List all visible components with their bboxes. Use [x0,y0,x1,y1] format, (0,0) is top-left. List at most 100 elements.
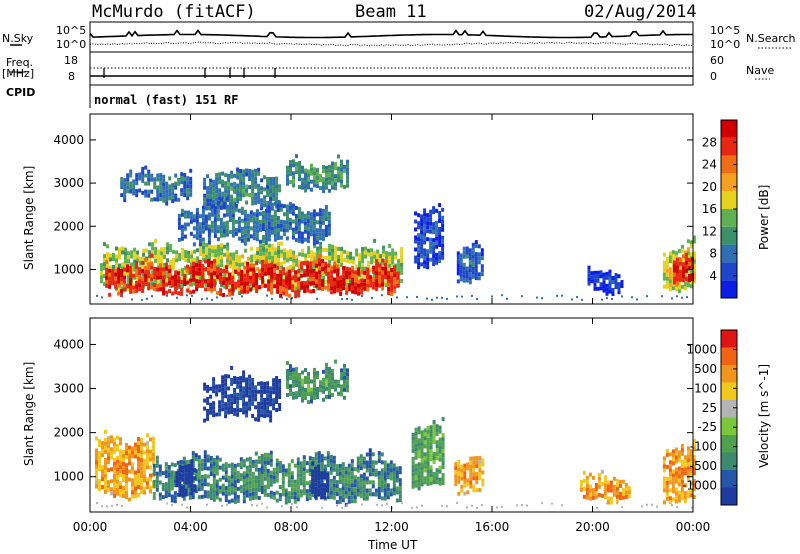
velocity-speckle [446,505,448,508]
power-cell [258,269,262,274]
velocity-cell [460,468,464,473]
velocity-cell [463,463,467,468]
velocity-cell [184,468,188,473]
power-cell [414,211,418,216]
power-cell [216,229,220,234]
power-cell [219,225,223,230]
velocity-cell [326,488,330,493]
power-cell [253,286,257,290]
power-cell [327,223,331,228]
power-cell [181,248,185,252]
power-cell [222,293,226,297]
power-cell [288,225,292,230]
velocity-cell [257,389,261,394]
power-cell [327,219,331,224]
power-cell [273,276,277,281]
velocity-cell [686,458,690,463]
power-cell [279,227,283,232]
velocity-cell [254,467,258,472]
power-cell [267,287,271,292]
power-cell [352,260,356,265]
velocity-cell [326,476,330,481]
velocity-cell [212,405,216,410]
velocity-cell [463,483,467,488]
power-cell [602,276,606,281]
velocity-cell [680,487,684,492]
velocity-cell [209,468,213,472]
velocity-cell [299,473,303,478]
power-cell [674,287,678,292]
power-cell [321,236,325,241]
power-cell [121,286,124,291]
velocity-cell [212,477,216,482]
power-cell [105,279,109,284]
power-cell [201,205,205,210]
power-cell [141,170,145,175]
power-cell [168,192,172,197]
velocity-cell [190,479,194,484]
power-cell [203,201,207,206]
velocity-cell [245,489,249,494]
velocity-cell [227,374,231,379]
power-cell [668,275,672,280]
power-cell [307,173,310,178]
velocity-cell [469,460,473,465]
power-cell [220,251,224,256]
power-cell [112,265,115,269]
power-cell [435,232,439,237]
power-cell [357,291,361,296]
power-cell [675,257,679,262]
velocity-cell [146,449,149,454]
power-cell [426,249,430,254]
velocity-cell [286,385,289,389]
power-cell [208,276,212,281]
velocity-cell [254,389,258,394]
power-cell [680,244,684,249]
velocity-cell [380,480,384,485]
velocity-cell [350,487,354,492]
velocity-cell [233,479,237,484]
power-cell [321,279,325,283]
power-cell [124,247,127,252]
power-cell [198,238,202,243]
power-cell [393,281,397,286]
power-cell [283,256,287,261]
velocity-cell [224,374,228,379]
velocity-cell [110,491,113,496]
power-cell [393,269,397,274]
power-cell [282,232,286,237]
power-cell [227,177,231,182]
velocity-cell [334,379,337,384]
velocity-cell [609,484,613,489]
power-cell [292,171,295,176]
velocity-cell [374,488,378,493]
power-cell [334,250,338,255]
velocity-cell [184,472,188,477]
power-speckle [446,297,448,300]
power-cell [327,215,331,220]
velocity-cell [301,390,304,395]
velocity-cell [328,386,331,391]
velocity-cell [188,491,192,496]
velocity-cell [317,468,321,473]
power-cell [681,266,685,271]
power-cell [285,288,289,293]
velocity-cell [689,457,693,462]
velocity-cell [212,457,216,462]
velocity-cell [227,394,231,399]
power-cell [236,167,240,172]
velocity-cell [113,437,116,442]
velocity-cell [310,379,313,384]
velocity-cell [308,492,312,497]
power-cell [243,265,247,270]
velocity-cell [289,368,292,373]
velocity-cell [161,483,165,488]
power-cell [276,273,280,278]
velocity-cell [182,496,186,501]
power-cell [165,201,169,206]
velocity-cell [597,472,601,477]
velocity-cell [454,466,458,471]
power-cell [168,281,172,285]
velocity-cell [176,460,180,465]
velocity-cell [579,479,583,484]
